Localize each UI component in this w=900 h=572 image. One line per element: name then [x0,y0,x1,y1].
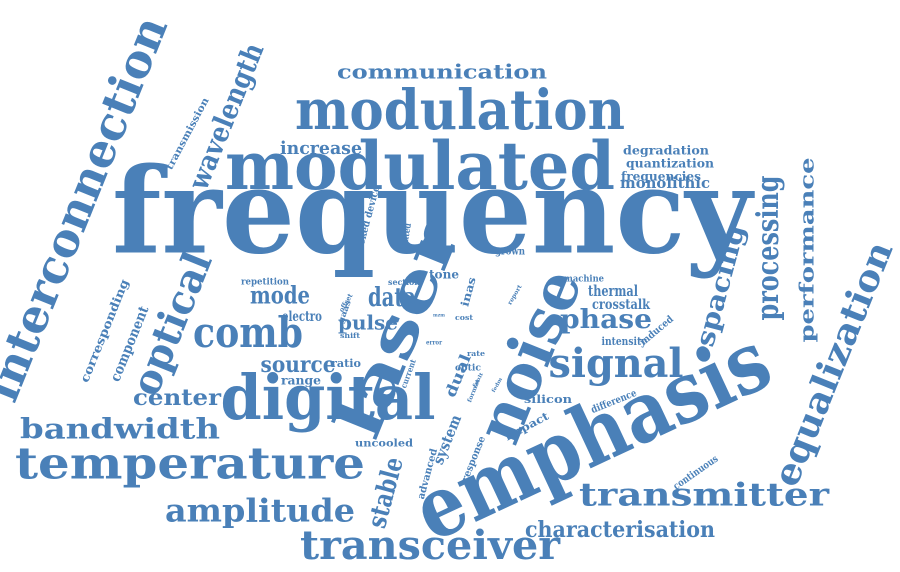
word-data: data [368,283,416,313]
word-increase: increase [280,138,362,159]
word-monolithic: monolithic [620,174,710,192]
word-phase: phase [560,305,652,335]
word-tone: tone [429,268,459,282]
word-range: range [281,374,321,388]
word-comb: comb [193,308,303,357]
word-inas: inas [458,276,478,308]
word-uncooled: uncooled [355,439,413,450]
word-signal: signal [549,340,684,387]
word-frequency: frequency [112,142,755,281]
word-intensity: intensity [602,335,647,348]
word-modulation: modulation [295,77,625,142]
word-bandwidth: bandwidth [20,413,220,446]
word-thermal: thermal [588,282,638,300]
word-grown: grown [495,247,526,258]
word-mzm: mzm [433,313,446,319]
word-ratio: ratio [331,357,361,370]
word-optic: optic [455,364,482,374]
word-transmitter: transmitter [579,476,830,514]
word-quantization: quantization [626,157,714,171]
word-cost: cost [455,313,474,322]
word-rate: rate [467,349,486,358]
word-frequencies: frequencies [621,170,701,184]
word-degradation: degradation [623,144,709,158]
word-limited: limited [398,222,414,253]
word-stable: stable [362,454,410,531]
word-silicon: silicon [524,393,572,406]
word-pulse: pulse [338,311,398,335]
word-characterisation: characterisation [525,517,715,543]
word-mode: mode [250,281,310,310]
word-digital: digital [221,361,436,434]
word-fab: fab [408,301,421,307]
word-transceiver: transceiver [300,522,561,569]
word-modulated: modulated [225,127,615,205]
word-machine: machine [564,275,604,285]
word-processing: processing [751,175,786,320]
word-crosstalk: crosstalk [592,297,650,313]
word-temperature: temperature [15,439,365,490]
word-performance: performance [795,158,819,343]
word-source: source [261,352,336,378]
word-electro: electro [282,309,322,325]
word-communication: communication [337,60,548,84]
word-repetition: repetition [241,278,289,288]
word-amplitude: amplitude [165,492,355,530]
word-section: section [388,277,420,287]
word-shift: shift [340,331,361,340]
word-center: center [133,385,221,411]
word-error: error [426,340,443,347]
